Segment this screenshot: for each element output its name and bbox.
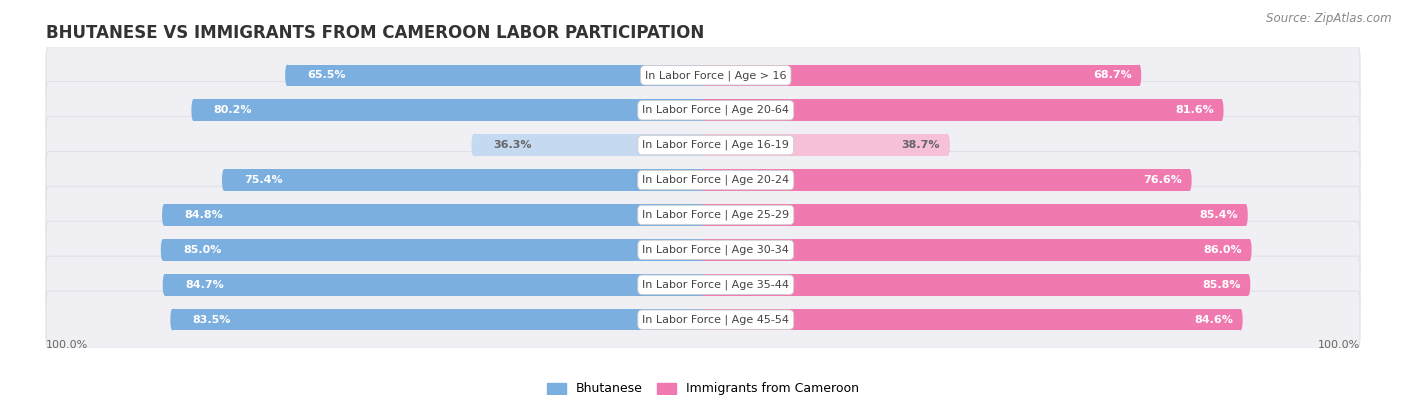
Text: Source: ZipAtlas.com: Source: ZipAtlas.com: [1267, 12, 1392, 25]
FancyBboxPatch shape: [46, 117, 1360, 174]
Bar: [703, 309, 1240, 331]
Text: In Labor Force | Age 20-24: In Labor Force | Age 20-24: [643, 175, 789, 185]
Ellipse shape: [1244, 204, 1247, 226]
Ellipse shape: [946, 134, 950, 156]
Ellipse shape: [1137, 64, 1142, 86]
Ellipse shape: [1219, 100, 1223, 121]
Bar: [703, 100, 1222, 121]
Text: 85.0%: 85.0%: [183, 245, 222, 255]
Bar: [173, 309, 703, 331]
Text: 65.5%: 65.5%: [308, 70, 346, 80]
Bar: [163, 239, 703, 261]
Text: In Labor Force | Age > 16: In Labor Force | Age > 16: [645, 70, 786, 81]
Bar: [702, 204, 703, 226]
Text: 75.4%: 75.4%: [245, 175, 283, 185]
Text: In Labor Force | Age 20-64: In Labor Force | Age 20-64: [643, 105, 789, 115]
Ellipse shape: [162, 204, 166, 226]
Legend: Bhutanese, Immigrants from Cameroon: Bhutanese, Immigrants from Cameroon: [547, 382, 859, 395]
Bar: [224, 169, 703, 191]
Bar: [702, 239, 703, 261]
FancyBboxPatch shape: [46, 151, 1360, 209]
Bar: [703, 239, 1250, 261]
Text: 81.6%: 81.6%: [1175, 105, 1213, 115]
Text: 83.5%: 83.5%: [193, 315, 231, 325]
Text: 36.3%: 36.3%: [494, 140, 533, 150]
Ellipse shape: [285, 64, 290, 86]
Ellipse shape: [471, 134, 475, 156]
Bar: [703, 64, 1139, 86]
Bar: [287, 64, 703, 86]
Text: 84.7%: 84.7%: [186, 280, 224, 290]
Bar: [702, 100, 703, 121]
FancyBboxPatch shape: [46, 82, 1360, 139]
Ellipse shape: [1188, 169, 1192, 191]
Text: 86.0%: 86.0%: [1204, 245, 1241, 255]
Text: In Labor Force | Age 45-54: In Labor Force | Age 45-54: [643, 314, 789, 325]
FancyBboxPatch shape: [46, 221, 1360, 278]
Bar: [474, 134, 703, 156]
Ellipse shape: [163, 274, 167, 295]
Ellipse shape: [1239, 309, 1243, 331]
FancyBboxPatch shape: [46, 256, 1360, 313]
Text: In Labor Force | Age 25-29: In Labor Force | Age 25-29: [643, 210, 789, 220]
Ellipse shape: [222, 169, 226, 191]
Text: 38.7%: 38.7%: [901, 140, 941, 150]
Text: 100.0%: 100.0%: [1317, 340, 1360, 350]
Text: 100.0%: 100.0%: [46, 340, 89, 350]
Bar: [702, 309, 703, 331]
Text: In Labor Force | Age 16-19: In Labor Force | Age 16-19: [643, 140, 789, 150]
FancyBboxPatch shape: [46, 186, 1360, 244]
FancyBboxPatch shape: [46, 291, 1360, 348]
Text: 85.4%: 85.4%: [1199, 210, 1239, 220]
Bar: [194, 100, 703, 121]
Bar: [703, 169, 1189, 191]
Bar: [165, 204, 703, 226]
Text: 68.7%: 68.7%: [1092, 70, 1132, 80]
Text: 84.8%: 84.8%: [184, 210, 224, 220]
Bar: [703, 134, 948, 156]
Bar: [702, 169, 703, 191]
Bar: [703, 204, 1246, 226]
Text: In Labor Force | Age 35-44: In Labor Force | Age 35-44: [643, 280, 789, 290]
Text: 80.2%: 80.2%: [214, 105, 252, 115]
Text: BHUTANESE VS IMMIGRANTS FROM CAMEROON LABOR PARTICIPATION: BHUTANESE VS IMMIGRANTS FROM CAMEROON LA…: [46, 24, 704, 42]
Bar: [702, 134, 703, 156]
Bar: [702, 64, 703, 86]
Ellipse shape: [160, 239, 165, 261]
Bar: [702, 274, 703, 295]
Ellipse shape: [191, 100, 195, 121]
Text: 84.6%: 84.6%: [1194, 315, 1233, 325]
Ellipse shape: [1247, 239, 1251, 261]
Ellipse shape: [1246, 274, 1250, 295]
FancyBboxPatch shape: [46, 47, 1360, 104]
Text: 76.6%: 76.6%: [1143, 175, 1182, 185]
Bar: [703, 274, 1249, 295]
Text: In Labor Force | Age 30-34: In Labor Force | Age 30-34: [643, 245, 789, 255]
Bar: [165, 274, 703, 295]
Ellipse shape: [170, 309, 174, 331]
Text: 85.8%: 85.8%: [1202, 280, 1240, 290]
